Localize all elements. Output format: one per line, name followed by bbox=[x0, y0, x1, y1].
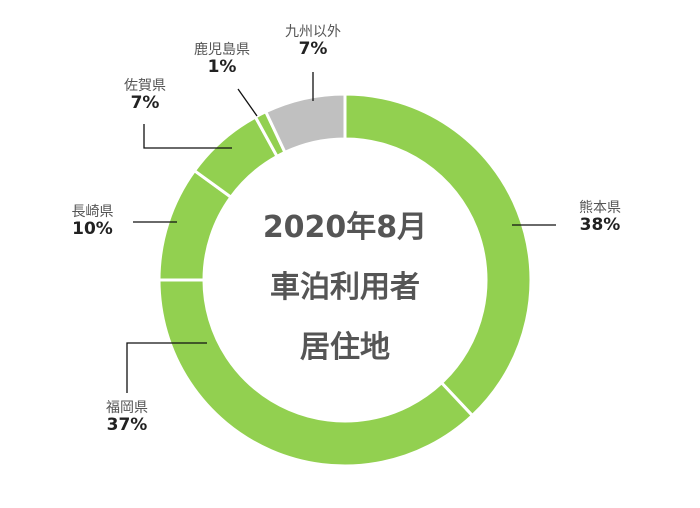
segment-kumamoto bbox=[343, 92, 533, 418]
label-name: 長崎県 bbox=[71, 204, 114, 220]
leader-line-fukuoka bbox=[126, 342, 207, 393]
label-name: 熊本県 bbox=[579, 200, 621, 216]
label-fukuoka: 福岡県 37% bbox=[92, 400, 162, 436]
label-name: 福岡県 bbox=[106, 400, 148, 416]
label-percent: 37% bbox=[106, 415, 148, 436]
label-name: 鹿児島県 bbox=[194, 42, 250, 58]
segment-outside-kyushu bbox=[263, 92, 347, 155]
label-kagoshima: 鹿児島県 1% bbox=[180, 42, 264, 78]
label-kumamoto: 熊本県 38% bbox=[565, 200, 635, 236]
label-percent: 10% bbox=[72, 219, 113, 240]
label-saga: 佐賀県 7% bbox=[110, 78, 180, 114]
leader-line-kagoshima bbox=[237, 88, 258, 117]
label-outside-kyushu: 九州以外 7% bbox=[271, 24, 355, 60]
label-percent: 38% bbox=[579, 215, 621, 236]
center-title-subject: 車泊利用者 bbox=[270, 270, 420, 305]
label-percent: 1% bbox=[207, 57, 237, 78]
label-percent: 7% bbox=[130, 93, 160, 114]
center-title-category: 居住地 bbox=[300, 330, 390, 365]
leader-line-saga bbox=[143, 124, 232, 149]
label-nagasaki: 長崎県 10% bbox=[55, 204, 130, 240]
center-title-date: 2020年8月 bbox=[262, 210, 428, 245]
segment-fukuoka bbox=[157, 278, 475, 468]
label-percent: 7% bbox=[298, 39, 328, 60]
label-name: 佐賀県 bbox=[124, 78, 166, 94]
label-name: 九州以外 bbox=[285, 24, 341, 40]
